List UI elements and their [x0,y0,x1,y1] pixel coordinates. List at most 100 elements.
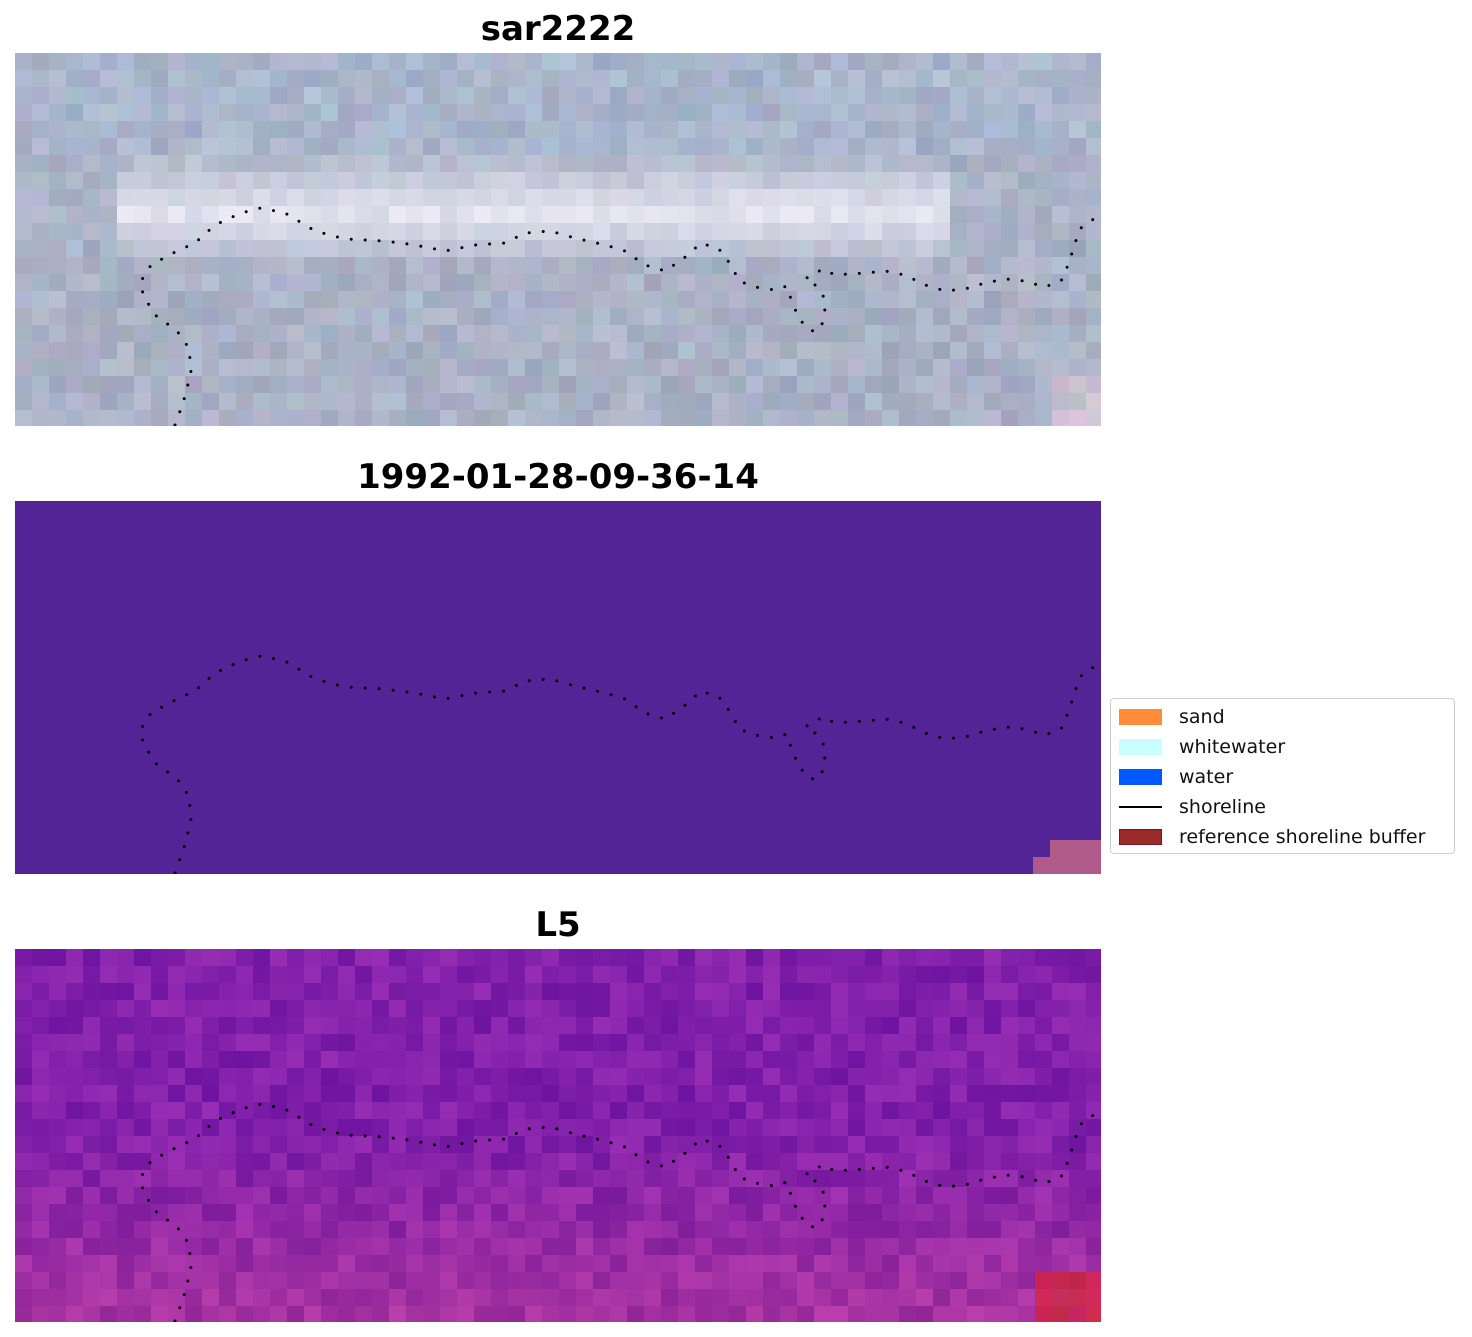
index-pixel [1052,1187,1070,1205]
index-pixel [185,1153,203,1171]
index-pixel [321,1102,339,1120]
index-pixel [1086,1000,1101,1018]
index-pixel [780,966,798,984]
sar-pixel [423,274,441,292]
sar-pixel [695,172,713,190]
index-pixel [219,1153,237,1171]
sar-pixel [372,155,390,173]
index-pixel [304,966,322,984]
sar-pixel [304,53,322,71]
sar-pixel [389,223,407,241]
shoreline-dot [805,724,809,728]
index-pixel [644,1051,662,1069]
index-pixel [780,1238,798,1256]
sar-pixel [678,189,696,207]
index-pixel [525,949,543,967]
sar-pixel [287,104,305,122]
index-pixel [355,1017,373,1035]
sar-pixel [678,240,696,258]
sar-pixel [576,104,594,122]
index-pixel [151,1204,169,1222]
index-pixel [780,1289,798,1307]
index-pixel [576,1068,594,1086]
sar-pixel [219,172,237,190]
sar-pixel [831,274,849,292]
index-pixel [780,1187,798,1205]
index-pixel [32,1017,50,1035]
sar-pixel [746,325,764,343]
sar-pixel [542,138,560,156]
sar-pixel [763,308,781,326]
sar-pixel [15,206,33,224]
sar-pixel [610,53,628,71]
sar-pixel [83,291,101,309]
index-pixel [695,1238,713,1256]
sar-pixel [253,393,271,411]
sar-pixel [389,291,407,309]
sar-pixel [151,206,169,224]
sar-pixel [202,223,220,241]
index-pixel [525,1272,543,1290]
sar-pixel [151,308,169,326]
sar-pixel [83,189,101,207]
sar-pixel [542,291,560,309]
sar-pixel [848,206,866,224]
shoreline-dot [794,756,797,760]
sar-pixel [865,189,883,207]
index-pixel [661,1204,679,1222]
shoreline-dot [788,1191,792,1195]
sar-pixel [916,104,934,122]
index-pixel [984,1272,1002,1290]
sar-pixel [389,342,407,360]
sar-pixel [610,189,628,207]
sar-pixel [984,376,1002,394]
sar-pixel [729,189,747,207]
shoreline-dot [141,277,145,280]
sar-pixel [508,240,526,258]
sar-pixel [304,155,322,173]
sar-pixel [355,223,373,241]
index-pixel [542,1170,560,1188]
sar-pixel [270,274,288,292]
sar-pixel [1001,172,1019,190]
index-pixel [1001,1153,1019,1171]
index-pixel [729,1034,747,1052]
sar-pixel [287,53,305,71]
sar-pixel [627,240,645,258]
sar-pixel [185,206,203,224]
sar-pixel [865,70,883,88]
index-pixel [1035,1068,1053,1086]
sar-pixel [797,138,815,156]
sar-pixel [406,291,424,309]
sar-pixel [525,342,543,360]
sar-pixel [525,155,543,173]
index-pixel [270,1204,288,1222]
index-pixel [678,949,696,967]
sar-pixel [542,257,560,275]
index-pixel [270,1272,288,1290]
index-pixel [1086,1119,1101,1137]
sar-pixel [1052,291,1070,309]
sar-pixel [525,376,543,394]
sar-pixel [1086,257,1101,275]
index-pixel [389,949,407,967]
index-pixel [185,1051,203,1069]
index-pixel [321,1221,339,1239]
shoreline-dot [349,237,353,241]
sar-pixel [202,376,220,394]
sar-pixel [423,87,441,105]
sar-pixel [219,376,237,394]
shoreline-dot [634,1153,638,1157]
shoreline-dot [609,245,613,249]
sar-pixel [678,291,696,309]
sar-pixel [695,189,713,207]
sar-pixel [508,155,526,173]
sar-pixel [950,274,968,292]
index-pixel [712,1170,730,1188]
sar-pixel [933,53,951,71]
index-pixel [389,1306,407,1322]
index-pixel [746,1238,764,1256]
sar-pixel [355,70,373,88]
index-pixel [236,1238,254,1256]
index-pixel [627,1170,645,1188]
